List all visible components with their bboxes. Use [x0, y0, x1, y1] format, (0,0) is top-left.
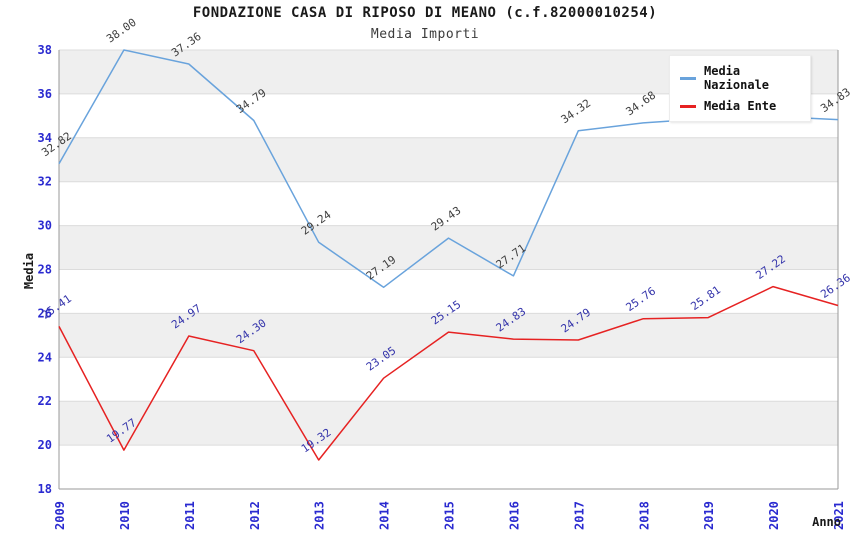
y-axis-title: Media [22, 252, 36, 290]
plot-band [59, 225, 838, 270]
x-tick-label: 2017 [572, 501, 586, 530]
media-nazionale-line-swatch-icon [680, 76, 696, 80]
legend-label: Media Nazionale [704, 64, 770, 92]
legend-item-media-ente: Media Ente [680, 99, 800, 113]
y-tick-label: 32 [38, 175, 52, 189]
plot-band [59, 357, 838, 402]
media-ente-line-swatch-icon [680, 104, 696, 108]
plot-band [59, 269, 838, 314]
x-tick-label: 2021 [832, 501, 846, 530]
plot-band [59, 445, 838, 489]
legend-label: Media Ente [704, 99, 777, 113]
x-tick-label: 2016 [507, 501, 521, 530]
y-tick-label: 36 [38, 87, 52, 101]
x-tick-label: 2011 [183, 501, 197, 530]
x-tick-label: 2020 [767, 501, 781, 530]
series-line-media-ente [58, 285, 839, 461]
chart-subtitle: Media Importi [370, 27, 480, 42]
y-tick-label: 22 [38, 394, 52, 408]
y-tick-label: 26 [38, 306, 52, 320]
y-tick-label: 30 [38, 219, 52, 233]
y-tick-label: 28 [38, 263, 52, 277]
plot-band [59, 137, 838, 182]
chart-title: FONDAZIONE CASA DI RIPOSO DI MEANO (c.f.… [192, 5, 658, 21]
y-tick-label: 38 [38, 43, 52, 57]
y-tick-label: 24 [38, 350, 52, 364]
x-tick-label: 2009 [53, 501, 67, 530]
x-tick-label: 2012 [248, 501, 262, 530]
plot-band [59, 401, 838, 446]
plot-band [59, 181, 838, 226]
x-tick-label: 2014 [378, 501, 392, 530]
legend-item-media-nazionale: Media Nazionale [680, 64, 800, 92]
x-tick-label: 2010 [118, 501, 132, 530]
x-tick-label: 2013 [313, 501, 327, 530]
x-tick-label: 2015 [443, 501, 457, 530]
y-tick-label: 20 [38, 438, 52, 452]
y-tick-label: 34 [38, 131, 52, 145]
x-tick-label: 2018 [637, 501, 651, 530]
y-tick-label: 18 [38, 482, 52, 496]
x-tick-label: 2019 [702, 501, 716, 530]
legend: Media Nazionale Media Ente [669, 55, 811, 122]
x-axis-title: Anno [812, 515, 841, 529]
